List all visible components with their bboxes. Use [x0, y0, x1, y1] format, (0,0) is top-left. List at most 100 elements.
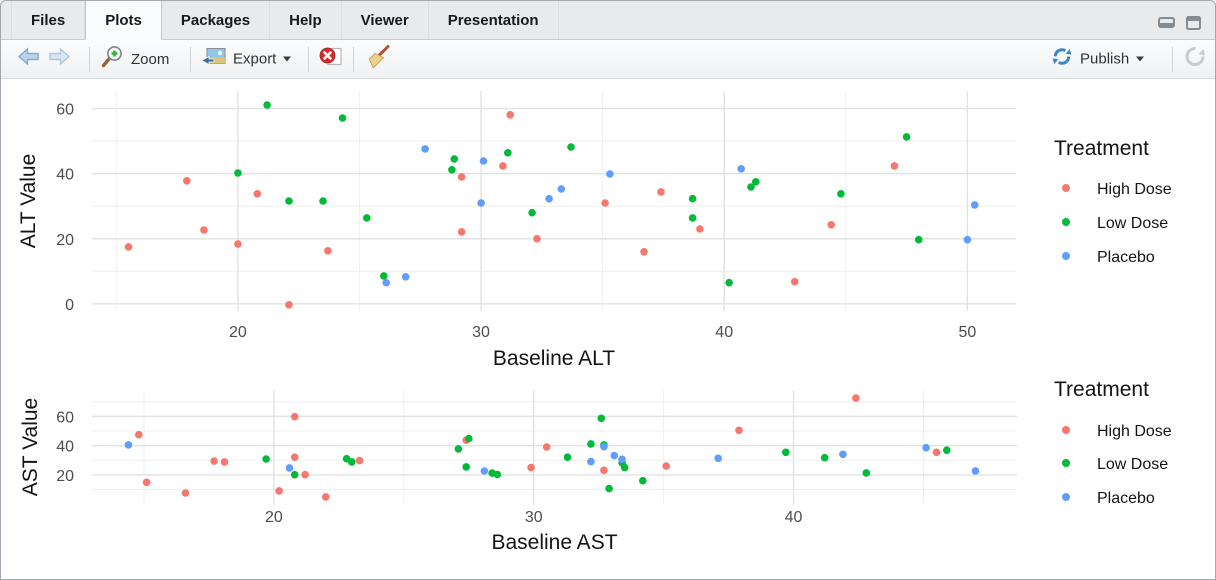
remove-plot-button[interactable]: [318, 46, 344, 73]
x-tick-label: 20: [229, 324, 247, 341]
data-point: [380, 272, 388, 280]
data-point: [922, 443, 930, 452]
data-point: [533, 235, 541, 243]
x-tick-label: 50: [958, 324, 976, 341]
data-point: [545, 194, 553, 203]
x-axis-title: Baseline AST: [491, 531, 617, 554]
data-point: [322, 493, 330, 501]
data-point: [737, 165, 745, 173]
arrow-right-icon: [48, 47, 71, 71]
maximize-icon[interactable]: [1186, 16, 1201, 30]
export-button[interactable]: Export: [200, 47, 292, 72]
series-placebo: [124, 441, 980, 475]
data-point: [450, 155, 459, 163]
magnifier-plus-icon: [101, 45, 124, 73]
data-point: [752, 178, 760, 186]
data-point: [971, 467, 980, 475]
data-point: [220, 458, 229, 466]
legend-label: High Dose: [1097, 423, 1172, 440]
tab-presentation[interactable]: Presentation: [429, 1, 559, 39]
data-point: [234, 240, 242, 248]
series-low-dose: [262, 414, 951, 493]
data-point: [301, 470, 309, 479]
data-point: [290, 453, 299, 462]
tab-viewer[interactable]: Viewer: [342, 1, 429, 39]
legend-title: Treatment: [1054, 378, 1149, 401]
refresh-button[interactable]: [1183, 45, 1207, 74]
tab-help[interactable]: Help: [270, 1, 342, 39]
y-axis-title: ALT Value: [17, 154, 40, 249]
data-point: [324, 247, 332, 255]
clear-plots-button[interactable]: [367, 45, 392, 74]
tab-files[interactable]: Files: [11, 1, 86, 39]
data-point: [504, 149, 512, 157]
plot-display-area: 20 30 40 50 0 20 40 60 Baseline ALT ALT Value Trea…: [1, 80, 1215, 579]
data-point: [542, 443, 551, 451]
data-point: [181, 489, 190, 497]
data-point: [820, 453, 829, 462]
tab-plots[interactable]: Plots: [85, 1, 162, 40]
data-point: [837, 190, 845, 198]
image-export-icon: [200, 47, 226, 72]
data-point: [601, 199, 609, 207]
legend-key-dot: [1062, 459, 1070, 467]
y-tick-label: 60: [56, 409, 74, 426]
minimize-icon[interactable]: [1158, 16, 1175, 30]
data-point: [421, 145, 429, 153]
red-circle-x-icon: [318, 46, 344, 73]
data-point: [725, 278, 733, 287]
legend-title: Treatment: [1054, 137, 1149, 160]
data-point: [465, 434, 473, 443]
legend-key-dot: [1062, 252, 1070, 260]
plots-toolbar: Zoom Export: [1, 40, 1215, 79]
data-point: [448, 166, 456, 174]
legend-key-dot: [1062, 218, 1070, 226]
y-tick-label: 60: [56, 102, 74, 119]
publish-button[interactable]: Publish: [1051, 46, 1145, 73]
series-low-dose: [234, 101, 923, 287]
data-point: [970, 201, 979, 209]
chevron-down-icon: [283, 56, 292, 62]
data-point: [890, 162, 899, 170]
zoom-button[interactable]: Zoom: [101, 45, 169, 73]
data-point: [597, 414, 606, 423]
x-tick-label: 40: [785, 509, 803, 526]
legend-label: Low Dose: [1097, 215, 1168, 232]
legend-label: Placebo: [1097, 490, 1155, 507]
y-tick-label: 40: [56, 439, 74, 456]
x-tick-label: 30: [472, 324, 490, 341]
y-tick-label: 20: [56, 468, 74, 485]
data-point: [714, 454, 722, 463]
data-point: [620, 463, 629, 472]
data-point: [319, 197, 327, 205]
ggplot-figure: 20 30 40 50 0 20 40 60 Baseline ALT ALT Value Trea…: [17, 91, 1172, 554]
data-point: [285, 464, 294, 472]
chevron-down-icon: [1136, 56, 1145, 62]
data-point: [290, 470, 299, 479]
alt-scatter: 20 30 40 50 0 20 40 60 Baseline ALT ALT Value: [17, 91, 1016, 370]
back-button[interactable]: [17, 47, 40, 71]
data-point: [480, 467, 489, 475]
data-point: [135, 430, 143, 439]
data-point: [285, 301, 293, 309]
pane-tabbar: Files Plots Packages Help Viewer Present…: [1, 1, 1215, 40]
forward-button[interactable]: [48, 47, 71, 71]
data-point: [493, 470, 502, 479]
y-axis-title: AST Value: [19, 398, 42, 496]
legend-key-dot: [1062, 493, 1070, 501]
data-point: [600, 442, 608, 451]
broom-icon: [367, 45, 392, 74]
data-point: [606, 170, 614, 178]
data-point: [457, 228, 466, 236]
data-point: [348, 458, 356, 466]
data-point: [862, 469, 871, 477]
data-point: [902, 133, 911, 141]
tab-packages[interactable]: Packages: [162, 1, 271, 39]
data-point: [688, 194, 697, 203]
data-point: [782, 448, 790, 457]
data-point: [253, 190, 262, 198]
legend: Treatment High Dose Low Dose Placebo: [1054, 137, 1172, 266]
ast-scatter: 20 30 40 20 40 60 Baseline AST AST Value: [19, 390, 1017, 554]
data-point: [932, 448, 941, 457]
